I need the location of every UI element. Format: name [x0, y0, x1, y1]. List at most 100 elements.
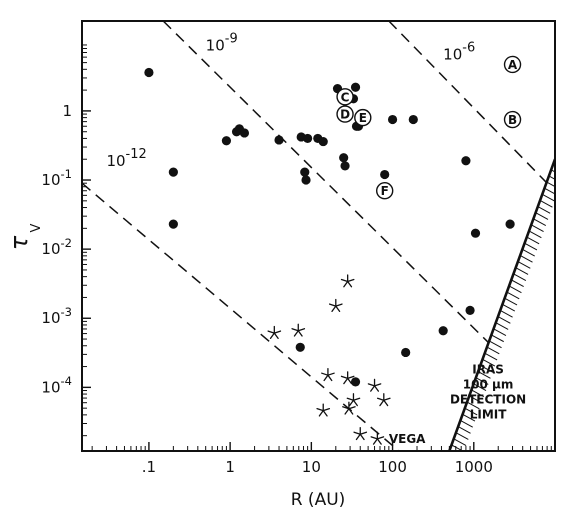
detection-limit-hatch [486, 346, 500, 355]
reference-line-label-base: 10 [106, 152, 125, 170]
star-arm [291, 328, 299, 332]
star-arm [344, 408, 350, 415]
reference-line [388, 21, 548, 184]
detection-limit-hatch [469, 395, 482, 404]
detection-limit-hatch [455, 432, 469, 440]
star-arm [342, 406, 350, 410]
y-tick-label: 10-1 [41, 167, 72, 189]
detection-limit-hatch [533, 218, 547, 226]
detection-limit-hatch [460, 420, 473, 428]
reference-line-label-exp: -6 [462, 41, 475, 56]
y-axis-title-subscript: V [29, 223, 44, 232]
star-point [321, 368, 335, 382]
dot-point [465, 305, 475, 315]
star-arm [335, 305, 341, 312]
reference-lines [82, 21, 548, 451]
star-arm [346, 397, 355, 401]
detection-limit-hatch [544, 187, 555, 195]
star-arm [379, 399, 385, 407]
dot-point [461, 156, 471, 166]
detection-limit-hatch [515, 267, 529, 275]
star-arm [383, 399, 389, 407]
detection-limit-hatch [488, 340, 502, 349]
star-arm [353, 431, 361, 435]
star-arm [297, 330, 303, 337]
detection-limit-hatch [457, 426, 471, 434]
dot-point [350, 377, 361, 387]
star-arm [370, 385, 376, 392]
y-tick-label-exp: -1 [61, 167, 72, 181]
y-tick-label: 10-3 [41, 305, 72, 327]
detection-limit-hatch [550, 169, 555, 173]
dot-point [303, 133, 313, 144]
x-tick-label: 10 [302, 458, 321, 476]
star-arm [297, 328, 306, 332]
star-point [353, 427, 368, 441]
star-arm [335, 303, 343, 307]
reference-line-label: 10-9 [206, 31, 238, 54]
star-arm [318, 410, 324, 417]
detection-limit-hatch [542, 193, 555, 202]
reference-line [162, 21, 489, 343]
detection-limit-hatch [530, 224, 544, 233]
letter-point-ring [375, 182, 394, 200]
star-arm [376, 436, 385, 440]
star-arm [340, 278, 349, 283]
detection-limit-hatch [464, 407, 478, 416]
x-tick-label: 100 [378, 458, 407, 476]
star-point [340, 371, 355, 385]
star-arm [323, 374, 329, 382]
detection-limit-hatch [497, 316, 511, 324]
dot-point [239, 128, 250, 138]
letter-point-label: E [359, 111, 367, 125]
star-arm [355, 433, 361, 441]
star-arm [293, 330, 299, 337]
star-arm [321, 372, 329, 376]
dot-point [301, 175, 311, 185]
detection-limit-hatch [495, 322, 509, 330]
detection-limit-hatch [508, 285, 522, 294]
star-arm [327, 374, 333, 382]
star-arm [370, 436, 379, 440]
star-arm [383, 397, 391, 401]
dot-point [168, 167, 178, 177]
detection-limit-hatch [453, 438, 467, 446]
star-arm [359, 433, 365, 441]
star-arm [348, 408, 354, 415]
dot-point [318, 136, 328, 147]
x-tick-label: 1 [225, 458, 235, 476]
star-point [376, 393, 391, 407]
star-point [342, 401, 356, 415]
dot-point [339, 153, 349, 163]
y-axis-title-symbol: τ [5, 235, 33, 250]
reference-line-label-base: 10 [443, 46, 462, 64]
star-arm [273, 332, 279, 339]
detection-limit-hatch [477, 371, 491, 379]
reference-line-label-exp: -9 [225, 31, 238, 46]
star-point [346, 393, 361, 407]
star-arm [327, 372, 335, 376]
letter-point-label: D [340, 108, 350, 122]
star-arm [267, 330, 275, 334]
annotation-vega: VEGA [389, 432, 426, 446]
detection-limit [448, 158, 555, 451]
star-arm [316, 408, 324, 412]
star-arm [373, 385, 380, 392]
star-point [340, 274, 355, 288]
detection-limit-hatch [519, 254, 533, 263]
reference-line-label-base: 10 [206, 36, 225, 54]
dot-point [470, 228, 481, 238]
dot-point [221, 136, 232, 146]
detection-limit-hatch [502, 303, 516, 312]
detection-limit-hatch [493, 328, 507, 336]
letter-point-ring [503, 55, 522, 74]
star-arm [340, 375, 349, 380]
detection-limit-label: 100 μm [463, 377, 514, 391]
dot-point [438, 326, 448, 336]
y-tick-label-base: 10 [41, 309, 60, 327]
dot-point [340, 161, 350, 171]
detection-limit-hatch [482, 358, 496, 367]
y-axis-title: τ V [5, 223, 44, 250]
